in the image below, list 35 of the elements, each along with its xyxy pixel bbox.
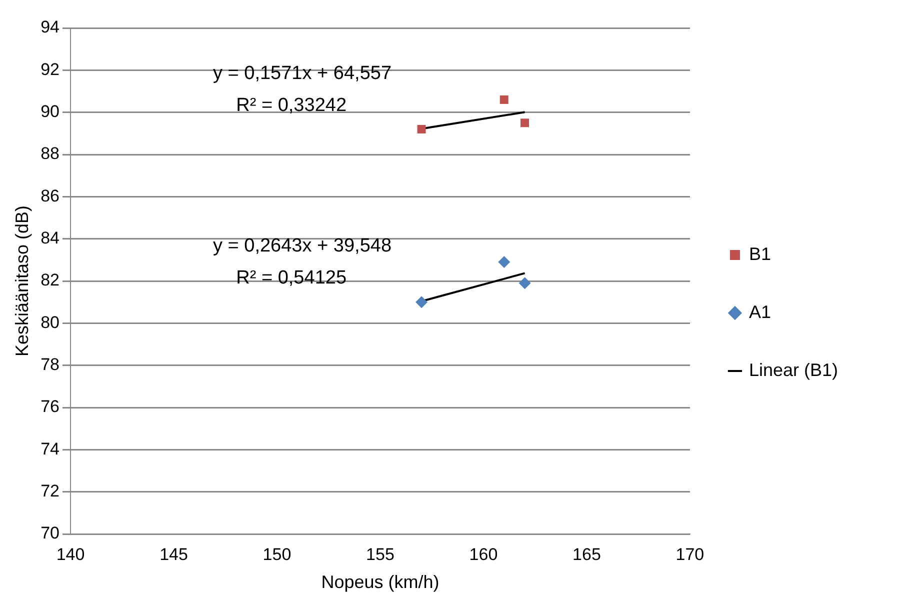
y-tick-label: 94 <box>40 18 60 37</box>
y-tick-label: 80 <box>40 312 60 332</box>
x-tick-label: 155 <box>366 544 394 564</box>
annotation: y = 0,1571x + 64,557 <box>212 63 392 84</box>
point <box>417 124 426 134</box>
y-axis-title: Keskiäänitaso (dB) <box>12 205 32 357</box>
point <box>500 95 508 104</box>
x-tick-label: 145 <box>160 544 188 564</box>
point <box>518 277 531 290</box>
y-tick-label: 90 <box>40 102 60 122</box>
y-tick-label: 86 <box>40 186 60 206</box>
legend-label: A1 <box>748 302 771 322</box>
annotation: R² = 0,33242 <box>236 95 347 116</box>
x-tick-label: 160 <box>469 544 498 564</box>
x-tick-label: 150 <box>262 544 292 564</box>
y-tick-label: 76 <box>40 397 60 416</box>
legend-label: Linear (B1) <box>748 360 838 380</box>
point <box>416 296 428 308</box>
y-tick-label: 74 <box>40 439 60 458</box>
x-tick-label: 170 <box>676 544 704 564</box>
y-tick-label: 78 <box>40 355 60 374</box>
x-axis-title: Nopeus (km/h) <box>321 572 440 592</box>
point <box>520 118 530 128</box>
legend-label: B1 <box>748 244 771 264</box>
y-tick-label: 70 <box>40 524 60 543</box>
annotation: R² = 0,54125 <box>236 267 347 288</box>
x-tick-label: 140 <box>56 544 85 564</box>
point <box>498 256 510 268</box>
y-tick-label: 92 <box>40 60 60 79</box>
y-tick-label: 82 <box>40 270 60 290</box>
y-tick-label: 88 <box>40 144 60 164</box>
annotation: y = 0,2643x + 39,548 <box>212 235 392 256</box>
x-tick-label: 165 <box>572 544 601 564</box>
y-tick-label: 72 <box>40 482 60 501</box>
y-tick-label: 84 <box>40 228 60 248</box>
